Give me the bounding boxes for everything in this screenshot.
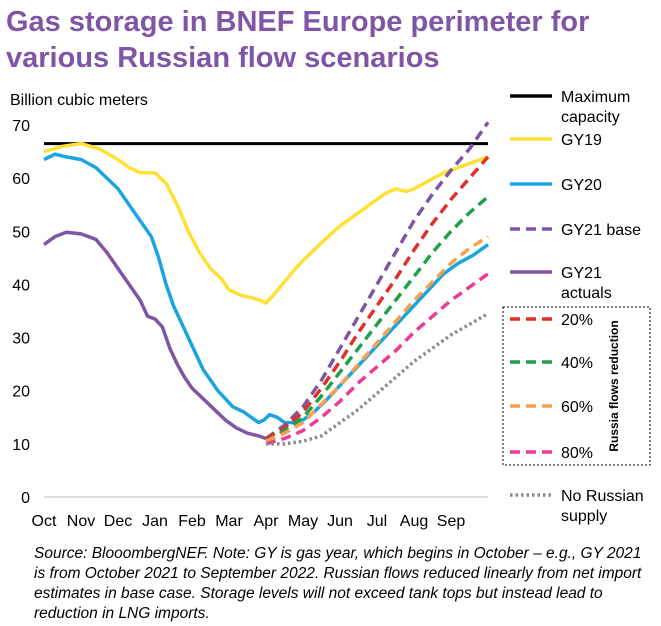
series-line [264,121,490,440]
legend-label: 60% [561,399,593,416]
x-tick-label: Jul [367,513,387,530]
y-tick-label: 0 [21,490,30,507]
x-tick-label: Jan [142,513,168,530]
series-line [266,312,489,446]
y-tick-label: 40 [12,277,30,294]
legend-label: capacity [561,109,620,126]
x-tick-label: Nov [67,513,95,530]
series-line [43,152,490,425]
x-tick-label: Sep [437,513,466,530]
legend-label: Maximum [561,89,630,106]
series-line [265,272,490,446]
series-line [42,230,267,441]
x-tick-label: Aug [400,513,428,530]
legend-label: GY20 [561,177,602,194]
y-tick-label: 20 [12,384,30,401]
legend-label: 80% [561,445,593,462]
x-tick-label: May [288,513,318,530]
series-layer [42,121,490,446]
x-tick-label: Dec [104,513,132,530]
series-line [265,155,490,441]
axes: 0 10 20 30 40 50 60 70 Oct Nov Dec Jan Feb Mar Apr May J… [12,118,488,530]
y-axis-label: Billion cubic meters [10,92,148,109]
series-line [265,235,489,443]
legend-label: GY19 [561,132,602,149]
legend-label: 20% [561,312,593,329]
legend: Maximum capacity GY19 GY20 GY21 base GY21 actu… [510,89,644,525]
y-tick-label: 50 [12,224,30,241]
legend-label: GY21 base [561,222,641,239]
x-tick-label: Mar [215,513,243,530]
x-tick-label: Oct [32,513,57,530]
x-tick-label: Jun [327,513,353,530]
x-tick-label: Feb [178,513,206,530]
y-tick-label: 70 [12,118,30,135]
legend-label: actuals [561,285,612,302]
gas-storage-chart: 0 10 20 30 40 50 60 70 Oct Nov Dec Jan Feb Mar Apr May J… [12,89,651,530]
x-tick-label: Apr [254,513,280,530]
source-note: Source: BlooombergNEF. Note: GY is gas y… [34,545,642,622]
y-tick-label: 60 [12,171,30,188]
legend-label: GY21 [561,265,602,282]
reduction-box [502,306,651,466]
legend-label: No Russian [561,488,644,505]
y-tick-label: 10 [12,437,30,454]
y-tick-label: 30 [12,331,30,348]
series-line [265,195,490,443]
chart-title: Gas storage in BNEF Europe perimeter for… [6,6,590,74]
series-line [43,141,489,305]
reduction-box-label: Russia flows reduction [607,320,621,451]
legend-label: 40% [561,355,593,372]
legend-label: supply [561,508,607,525]
